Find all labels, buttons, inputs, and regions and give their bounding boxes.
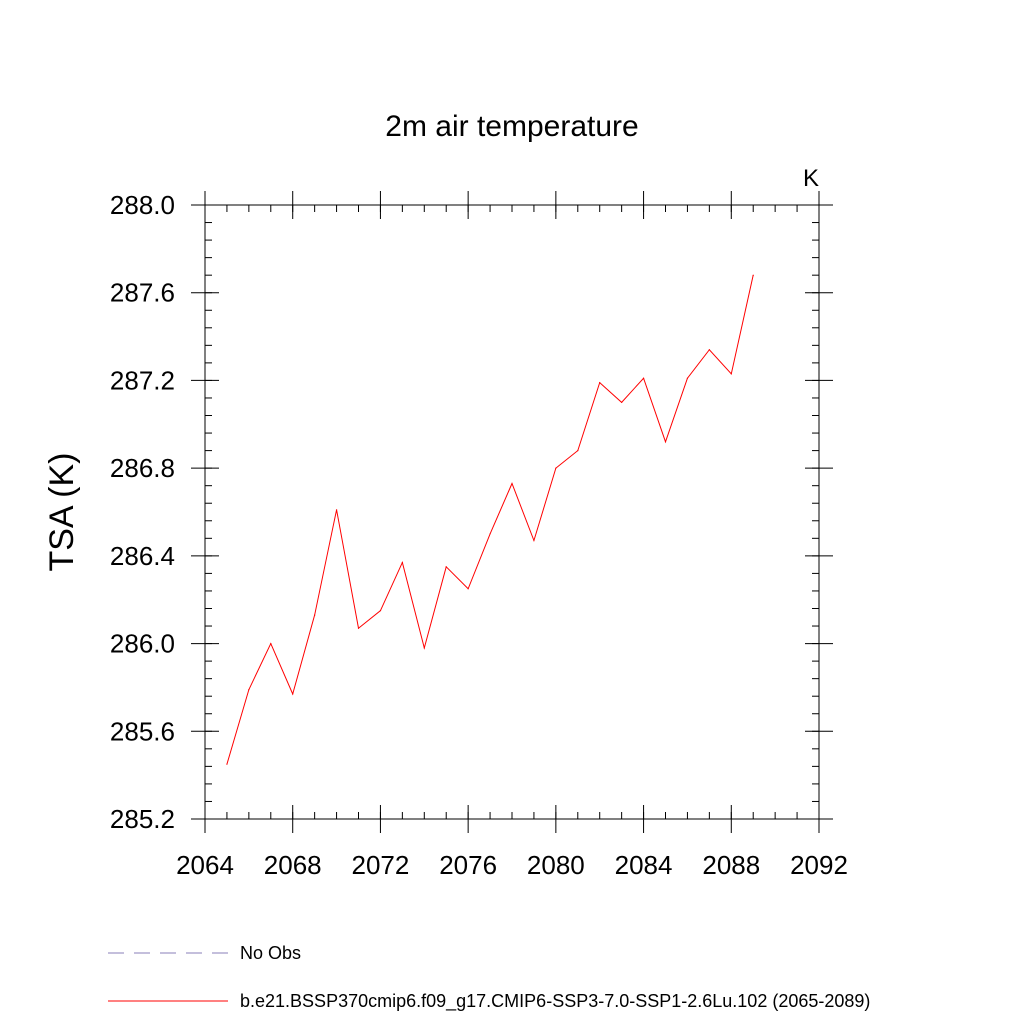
data-point bbox=[555, 467, 557, 469]
data-point bbox=[708, 349, 710, 351]
data-point bbox=[752, 274, 754, 276]
data-point bbox=[664, 441, 667, 443]
data-point bbox=[467, 588, 469, 590]
axis-tick-labels: 2064 2068 2072 2076 2080 2084 2088 2092 285.2 285… bbox=[110, 190, 848, 880]
data-point bbox=[357, 627, 360, 629]
data-point bbox=[686, 377, 689, 379]
data-point bbox=[533, 539, 535, 542]
data-point bbox=[445, 566, 447, 568]
data-point bbox=[379, 610, 382, 612]
x-tick-label: 2064 bbox=[176, 850, 234, 880]
data-point bbox=[642, 377, 645, 379]
data-point bbox=[292, 693, 294, 695]
data-point bbox=[314, 614, 316, 616]
y-tick-label: 287.6 bbox=[110, 278, 175, 308]
data-point bbox=[270, 642, 272, 645]
data-point bbox=[226, 763, 228, 765]
data-point bbox=[730, 373, 732, 375]
series-line bbox=[226, 275, 754, 765]
plot-frame bbox=[204, 204, 820, 820]
x-tick-label: 2076 bbox=[439, 850, 497, 880]
series-group bbox=[226, 274, 754, 765]
axis-ticks bbox=[191, 191, 833, 833]
data-point bbox=[489, 533, 491, 535]
x-tick-label: 2080 bbox=[527, 850, 585, 880]
data-point bbox=[401, 561, 403, 564]
x-tick-label: 2088 bbox=[702, 850, 760, 880]
x-tick-label: 2084 bbox=[615, 850, 673, 880]
data-point bbox=[335, 509, 338, 511]
y-tick-label: 288.0 bbox=[110, 190, 175, 220]
x-tick-label: 2068 bbox=[264, 850, 322, 880]
x-tick-label: 2092 bbox=[790, 850, 848, 880]
data-point bbox=[423, 647, 425, 649]
legend: No Obs b.e21.BSSP370cmip6.f09_g17.CMIP6-… bbox=[108, 943, 870, 1012]
y-tick-label: 285.6 bbox=[110, 716, 175, 746]
legend-label-model: b.e21.BSSP370cmip6.f09_g17.CMIP6-SSP3-7.… bbox=[240, 991, 870, 1012]
y-tick-label: 285.2 bbox=[110, 804, 175, 834]
data-point bbox=[511, 482, 513, 485]
units-label: K bbox=[803, 165, 819, 192]
chart-title: 2m air temperature bbox=[385, 110, 638, 143]
legend-label-no-obs: No Obs bbox=[240, 943, 301, 963]
data-point bbox=[577, 450, 579, 452]
data-point bbox=[621, 401, 623, 403]
data-point bbox=[248, 689, 250, 691]
x-tick-label: 2072 bbox=[352, 850, 410, 880]
y-tick-label: 286.4 bbox=[110, 541, 175, 571]
y-tick-label: 287.2 bbox=[110, 365, 175, 395]
data-point bbox=[599, 382, 601, 384]
y-tick-label: 286.0 bbox=[110, 629, 175, 659]
y-tick-label: 286.8 bbox=[110, 453, 175, 483]
y-axis-label: TSA (K) bbox=[43, 452, 81, 571]
